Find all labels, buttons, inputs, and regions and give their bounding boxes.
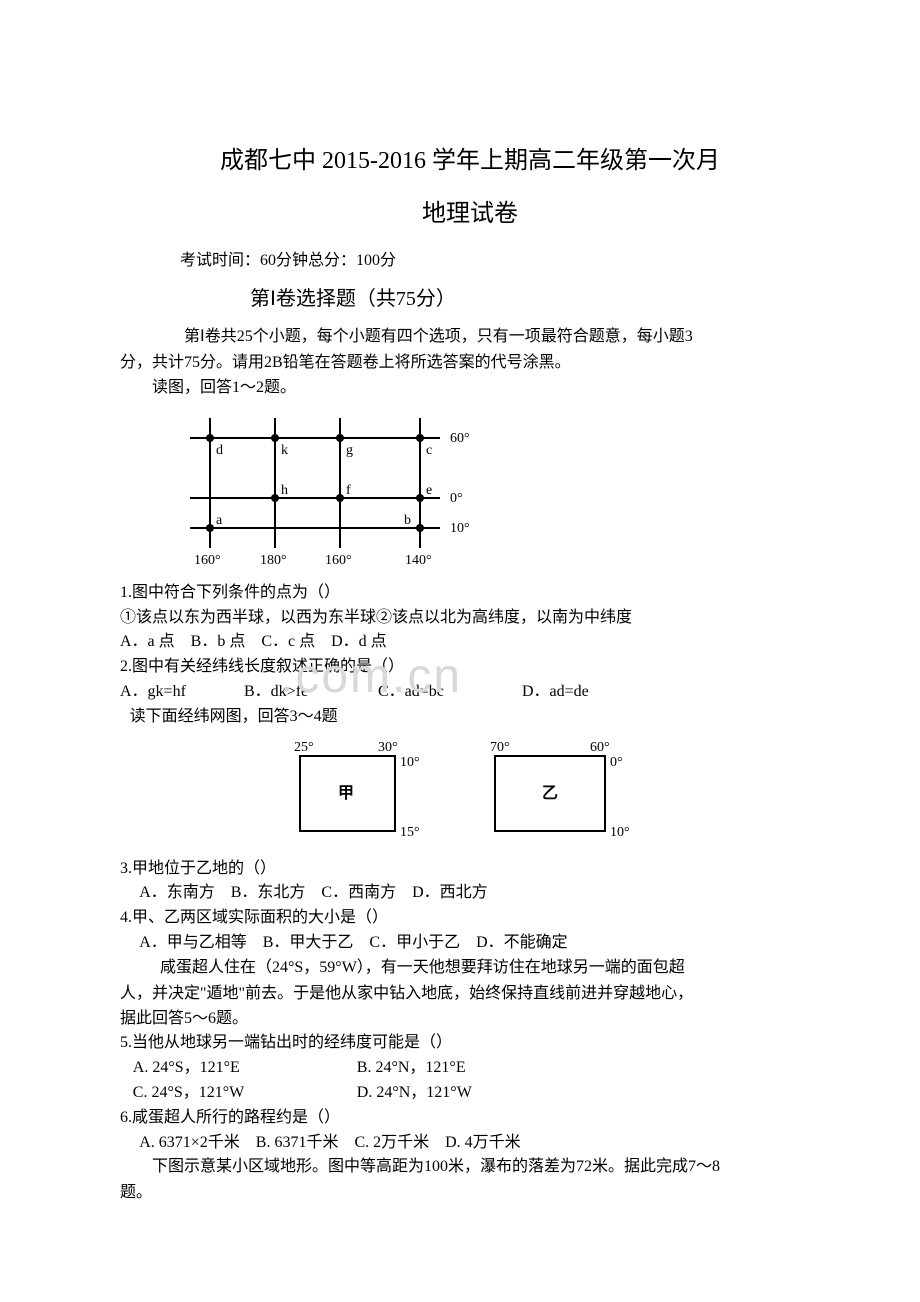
pre-q34: 读下面经纬网图，回答3～4题	[120, 705, 820, 730]
svg-text:15°: 15°	[400, 825, 420, 840]
svg-text:160°: 160°	[325, 553, 352, 568]
svg-text:60°: 60°	[450, 431, 470, 446]
svg-text:c: c	[426, 443, 432, 458]
svg-text:b: b	[404, 513, 411, 528]
q1: 1.图中符合下列条件的点为（）	[120, 581, 820, 606]
q2-options: A．gk=hf B．dk>fe C．ad=bc D．ad=de	[120, 680, 820, 705]
svg-text:d: d	[216, 443, 223, 458]
svg-text:h: h	[281, 483, 288, 498]
diagram-boxes: 25° 30° 10° 15° 70° 60° 0° 10° 甲 乙	[120, 736, 820, 851]
svg-text:乙: 乙	[542, 785, 558, 802]
q2-opt-a: A．gk=hf	[120, 680, 240, 705]
svg-text:10°: 10°	[400, 755, 420, 770]
pre-q56-b: 人，并决定"遁地"前去。于是他从家中钻入地底，始终保持直线前进并穿越地心，	[120, 982, 820, 1007]
diagram-grid: d k g c h f e a b 60° 0° 10° 160° 180° 1…	[180, 408, 820, 573]
intro-line-1: 第Ⅰ卷共25个小题，每个小题有四个选项，只有一项最符合题意，每小题3	[120, 325, 820, 349]
q2-opt-c: C．ad=bc	[378, 680, 518, 705]
exam-info: 考试时间：60分钟总分：100分	[180, 246, 820, 270]
title-main: 成都七中 2015-2016 学年上期高二年级第一次月	[120, 140, 820, 175]
svg-text:甲: 甲	[338, 784, 354, 802]
q3-options: A．东南方 B．东北方 C．西南方 D．西北方	[120, 881, 820, 906]
svg-text:f: f	[346, 483, 351, 498]
svg-text:25°: 25°	[294, 740, 314, 755]
q5-opt-a: A. 24°S，121°E	[133, 1056, 353, 1081]
q3: 3.甲地位于乙地的（）	[120, 857, 820, 882]
q2: 2.图中有关经纬线长度叙述正确的是（）	[120, 655, 820, 680]
q6-options: A. 6371×2千米 B. 6371千米 C. 2万千米 D. 4万千米	[120, 1131, 820, 1156]
q5-options-row2: C. 24°S，121°W D. 24°N，121°W	[120, 1081, 820, 1106]
q5-options-row1: A. 24°S，121°E B. 24°N，121°E	[120, 1056, 820, 1081]
intro-line-2: 分，共计75分。请用2B铅笔在答题卷上将所选答案的代号涂黑。	[120, 351, 820, 376]
svg-text:70°: 70°	[490, 740, 510, 755]
q5-opt-d: D. 24°N，121°W	[357, 1081, 472, 1106]
svg-text:a: a	[216, 513, 223, 528]
title-sub: 地理试卷	[120, 193, 820, 228]
svg-text:g: g	[346, 443, 353, 458]
q4-options: A．甲与乙相等 B．甲大于乙 C．甲小于乙 D．不能确定	[120, 931, 820, 956]
q4: 4.甲、乙两区域实际面积的大小是（）	[120, 906, 820, 931]
q2-opt-d: D．ad=de	[522, 680, 589, 705]
svg-text:0°: 0°	[610, 755, 623, 770]
svg-text:60°: 60°	[590, 740, 610, 755]
svg-text:10°: 10°	[450, 521, 470, 536]
q5-opt-b: B. 24°N，121°E	[357, 1056, 466, 1081]
svg-text:160°: 160°	[194, 553, 221, 568]
pre-q56-a: 咸蛋超人住在（24°S，59°W），有一天他想要拜访住在地球另一端的面包超	[120, 956, 820, 980]
q5-opt-c: C. 24°S，121°W	[133, 1081, 353, 1106]
q2-opt-b: B．dk>fe	[244, 680, 374, 705]
q5: 5.当他从地球另一端钻出时的经纬度可能是（）	[120, 1031, 820, 1056]
svg-text:180°: 180°	[260, 553, 287, 568]
svg-text:0°: 0°	[450, 491, 463, 506]
q1-condition: ①该点以东为西半球，以西为东半球②该点以北为高纬度，以南为中纬度	[120, 606, 820, 631]
section-title: 第Ⅰ卷选择题（共75分）	[250, 282, 820, 311]
svg-text:30°: 30°	[378, 740, 398, 755]
q1-options: A．a 点 B．b 点 C．c 点 D．d 点	[120, 630, 820, 655]
pre-q78-a: 下图示意某小区域地形。图中等高距为100米，瀑布的落差为72米。据此完成7～8	[120, 1155, 820, 1179]
svg-text:10°: 10°	[610, 825, 630, 840]
pre-q56-c: 据此回答5～6题。	[120, 1007, 820, 1032]
intro-line-3: 读图，回答1～2题。	[120, 376, 820, 400]
svg-text:140°: 140°	[405, 553, 432, 568]
pre-q78-b: 题。	[120, 1181, 820, 1206]
q6: 6.咸蛋超人所行的路程约是（）	[120, 1106, 820, 1131]
svg-text:k: k	[281, 443, 288, 458]
svg-text:e: e	[426, 483, 432, 498]
